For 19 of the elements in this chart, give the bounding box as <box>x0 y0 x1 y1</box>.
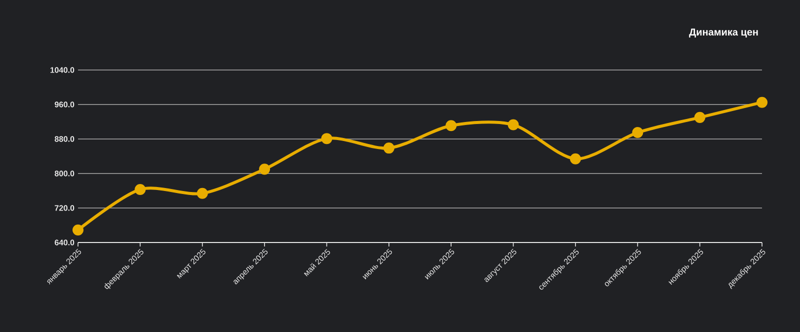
point <box>134 184 146 195</box>
y-tick-label: 960.0 <box>54 102 74 108</box>
point <box>632 127 644 138</box>
y-tick-label: 1040.0 <box>50 67 74 73</box>
point <box>321 133 332 144</box>
y-tick-label: 640.0 <box>54 240 74 246</box>
point <box>508 119 519 130</box>
point <box>72 224 84 236</box>
point <box>259 164 270 175</box>
point <box>196 188 208 199</box>
point <box>570 153 581 164</box>
point <box>446 120 457 132</box>
chart-title: Динамика цен <box>689 28 758 38</box>
point <box>694 112 706 123</box>
y-tick-label: 720.0 <box>54 205 74 211</box>
point <box>383 142 394 154</box>
y-tick-label: 880.0 <box>54 136 74 142</box>
point <box>756 96 768 108</box>
y-tick-label: 800.0 <box>54 170 74 176</box>
